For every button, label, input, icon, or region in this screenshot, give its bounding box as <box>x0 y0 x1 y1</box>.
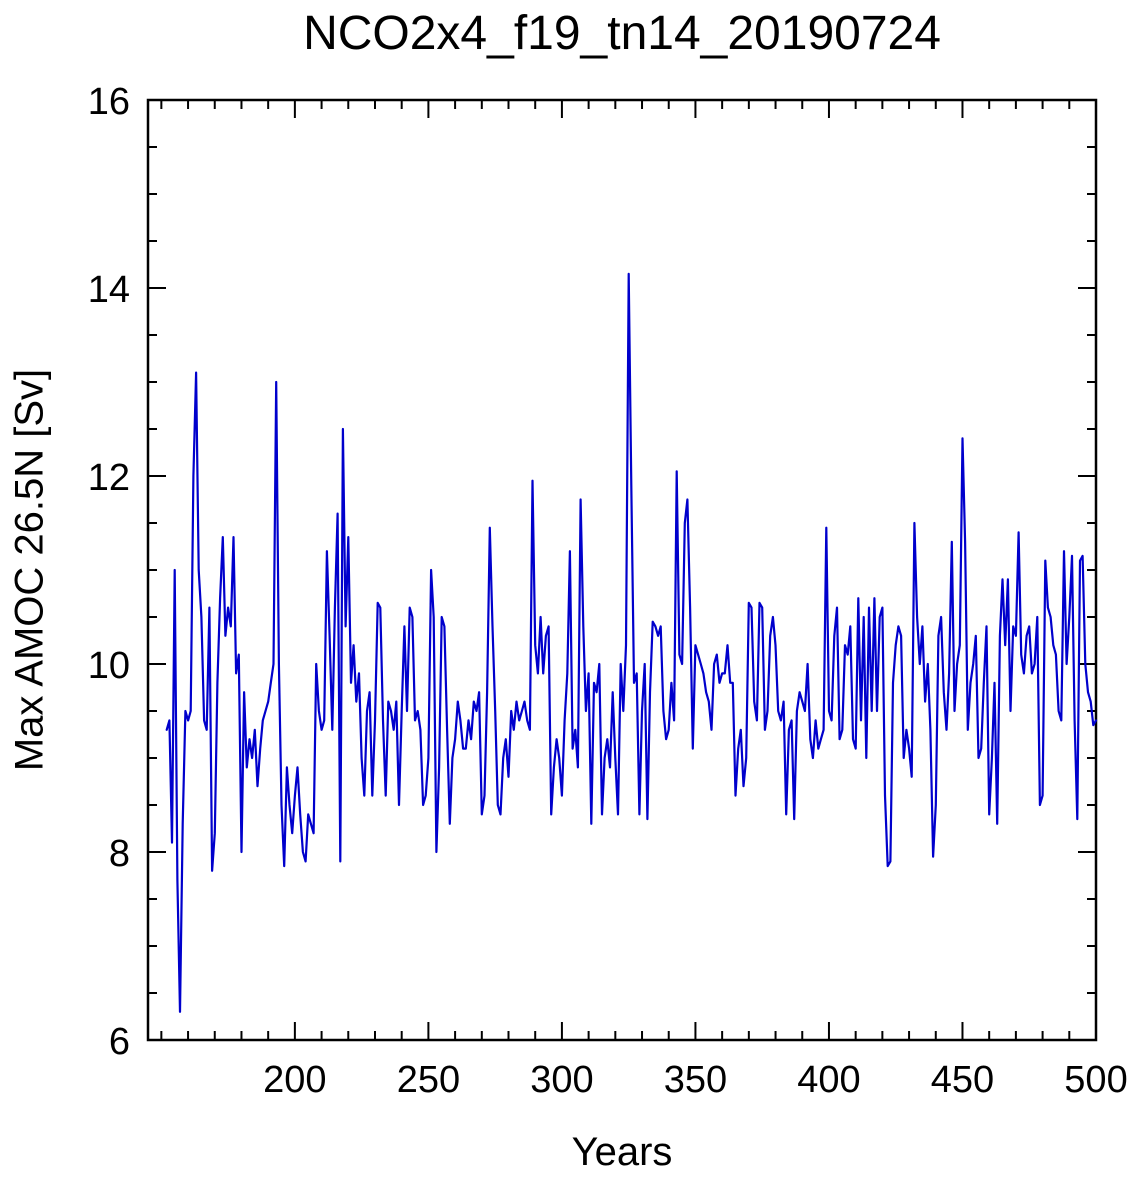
y-axis-label: Max AMOC 26.5N [Sv] <box>7 368 52 772</box>
x-tick-label: 200 <box>263 1059 326 1101</box>
y-tick-label: 14 <box>88 269 130 311</box>
y-tick-label: 10 <box>88 645 130 687</box>
plot-frame <box>146 98 1098 1042</box>
chart-title: NCO2x4_f19_tn14_20190724 <box>303 7 941 60</box>
x-tick-label: 250 <box>397 1059 460 1101</box>
y-tick-label: 6 <box>109 1021 130 1063</box>
x-axis-label: Years <box>571 1130 673 1174</box>
x-tick-label: 400 <box>797 1059 860 1101</box>
x-tick-label: 500 <box>1064 1059 1127 1101</box>
series-line <box>165 272 1098 1013</box>
x-tick-label: 300 <box>530 1059 593 1101</box>
x-tick-label: 350 <box>664 1059 727 1101</box>
y-tick-label: 12 <box>88 457 130 499</box>
x-tick-label: 450 <box>931 1059 994 1101</box>
y-tick-label: 16 <box>88 81 130 123</box>
y-tick-label: 8 <box>109 833 130 875</box>
